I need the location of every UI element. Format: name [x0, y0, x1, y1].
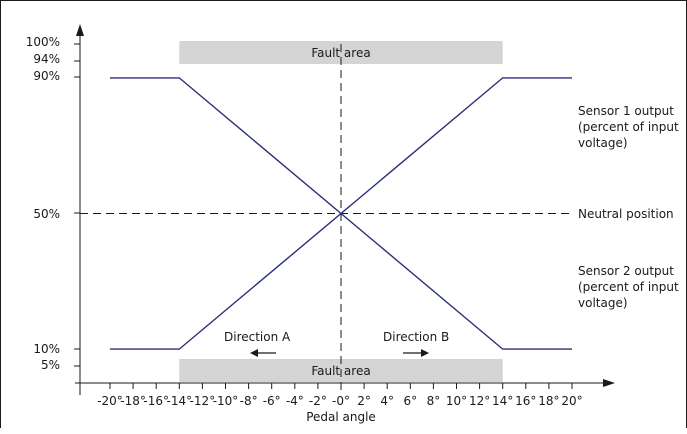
x-tick-label: -8° [240, 394, 258, 408]
chart-text: Fault area Fault area 100% 94% 90% 50% 10% 5% -2… [26, 35, 679, 424]
direction-a-label: Direction A [224, 330, 291, 344]
x-tick-label: 2° [357, 394, 371, 408]
x-tick-label: 6° [403, 394, 417, 408]
direction-b-arrowhead [421, 349, 429, 357]
fault-area-label: Fault area [311, 364, 370, 378]
sensor-1-label: (percent of input [578, 120, 679, 134]
x-tick-label: -18° [120, 394, 146, 408]
x-tick-label: -0° [332, 394, 350, 408]
y-tick-label: 90% [33, 69, 60, 83]
y-tick-label: 94% [33, 52, 60, 66]
y-tick-label: 10% [33, 342, 60, 356]
x-tick-label: 4° [380, 394, 394, 408]
fault-areas [179, 41, 503, 382]
x-tick-label: 10° [446, 394, 467, 408]
sensor-1-label: voltage) [578, 136, 628, 150]
sensor-2-label: voltage) [578, 296, 628, 310]
direction-b-label: Direction B [383, 330, 449, 344]
sensor-1-label: Sensor 1 output [578, 104, 674, 118]
x-tick-label: -12° [190, 394, 216, 408]
y-axis-arrow [76, 24, 84, 36]
y-tick-label: 100% [26, 35, 60, 49]
x-axis-label: Pedal angle [306, 410, 376, 424]
x-tick-label: -10° [213, 394, 239, 408]
direction-a-arrowhead [250, 349, 258, 357]
x-tick-label: -2° [309, 394, 327, 408]
neutral-label: Neutral position [578, 207, 674, 221]
x-tick-label: 16° [515, 394, 536, 408]
sensor-2-line [110, 77, 572, 350]
x-tick-label: 8° [427, 394, 441, 408]
fault-area-rect [179, 41, 503, 64]
y-tick-label: 5% [41, 358, 60, 372]
x-tick-label: 12° [469, 394, 490, 408]
fault-area-label: Fault area [311, 46, 370, 60]
axes [74, 24, 615, 395]
x-tick-label: -16° [143, 394, 169, 408]
x-tick-label: -20° [97, 394, 123, 408]
x-tick-label: -6° [263, 394, 281, 408]
sensor-2-label: Sensor 2 output [578, 264, 674, 278]
y-tick-label: 50% [33, 207, 60, 221]
series-lines [110, 77, 572, 350]
x-tick-label: 20° [561, 394, 582, 408]
x-tick-label: -4° [286, 394, 304, 408]
x-axis-arrow [603, 379, 615, 387]
x-tick-label: 14° [492, 394, 513, 408]
sensor-2-label: (percent of input [578, 280, 679, 294]
x-tick-label: 18° [538, 394, 559, 408]
x-tick-label: -14° [166, 394, 192, 408]
